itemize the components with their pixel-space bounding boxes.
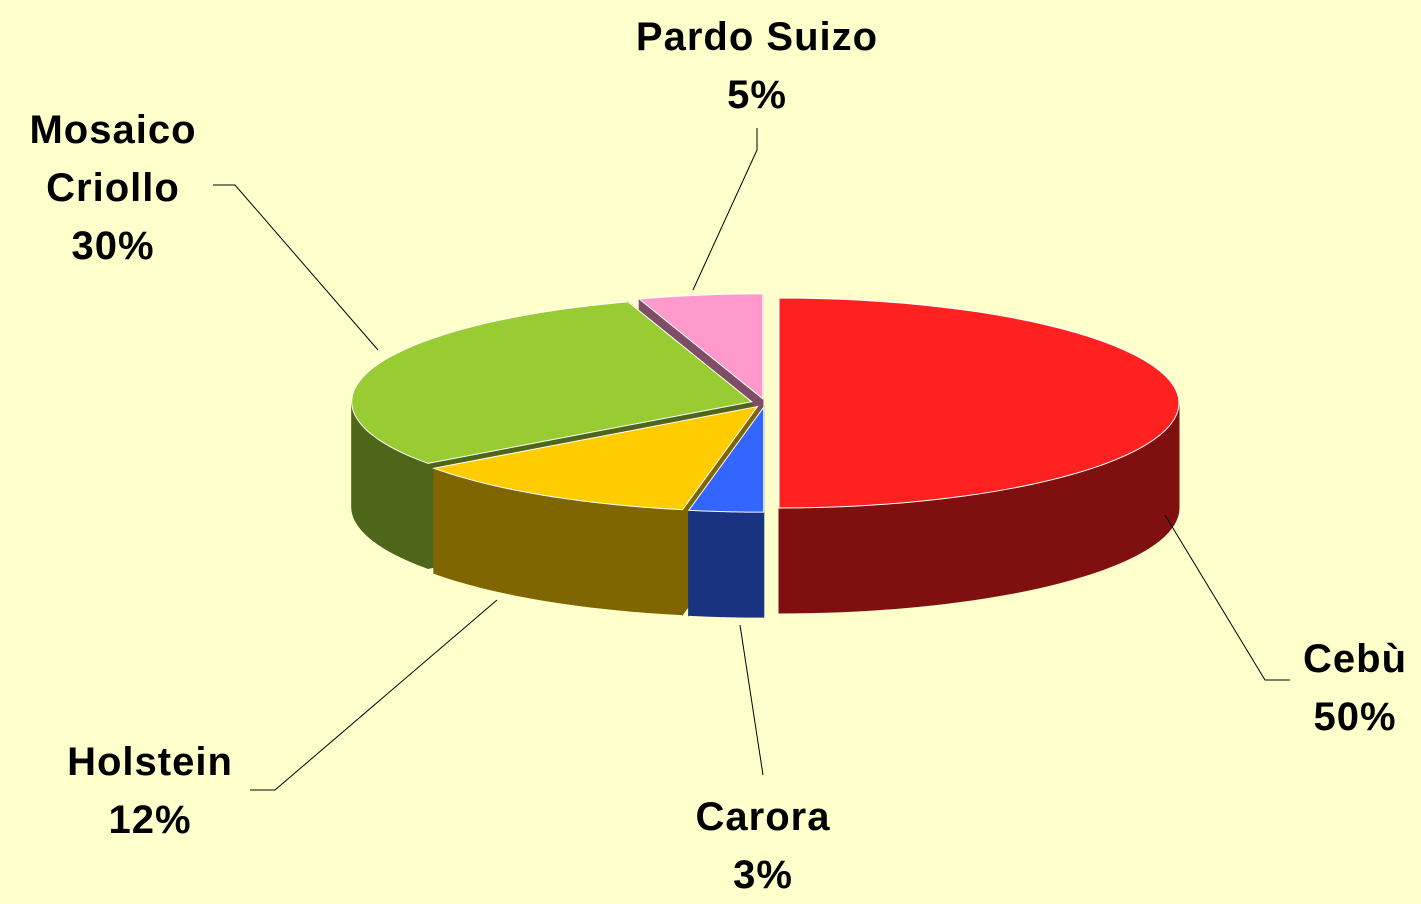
leader-line bbox=[213, 184, 379, 351]
slice-value: 50% bbox=[1313, 695, 1397, 739]
slice-label: Holstein 12% bbox=[30, 733, 270, 849]
slice-name: Pardo Suizo bbox=[635, 15, 879, 59]
slice bbox=[351, 301, 753, 464]
slice-name: Mosaico Criollo bbox=[29, 108, 197, 210]
leader-line bbox=[1164, 514, 1290, 681]
slice bbox=[637, 293, 764, 400]
slice-name: Holstein bbox=[67, 740, 233, 784]
slice bbox=[687, 405, 765, 513]
slice-label: Mosaico Criollo 30% bbox=[13, 101, 213, 275]
slice-label: Pardo Suizo 5% bbox=[597, 8, 917, 124]
slice-wall bbox=[688, 509, 765, 618]
slice bbox=[778, 297, 1180, 509]
slice-label: Cebù 50% bbox=[1255, 630, 1421, 746]
leader-line bbox=[692, 128, 758, 291]
leader-line bbox=[739, 624, 764, 776]
slice-name: Cebù bbox=[1303, 637, 1407, 681]
slice-name: Carora bbox=[695, 795, 831, 839]
slice-value: 3% bbox=[733, 853, 793, 897]
slice-value: 12% bbox=[108, 798, 192, 842]
leader-line bbox=[250, 599, 498, 791]
slice-value: 30% bbox=[71, 224, 155, 268]
slice-value: 5% bbox=[727, 73, 787, 117]
slice-label: Carora 3% bbox=[643, 788, 883, 904]
slice bbox=[431, 405, 759, 511]
